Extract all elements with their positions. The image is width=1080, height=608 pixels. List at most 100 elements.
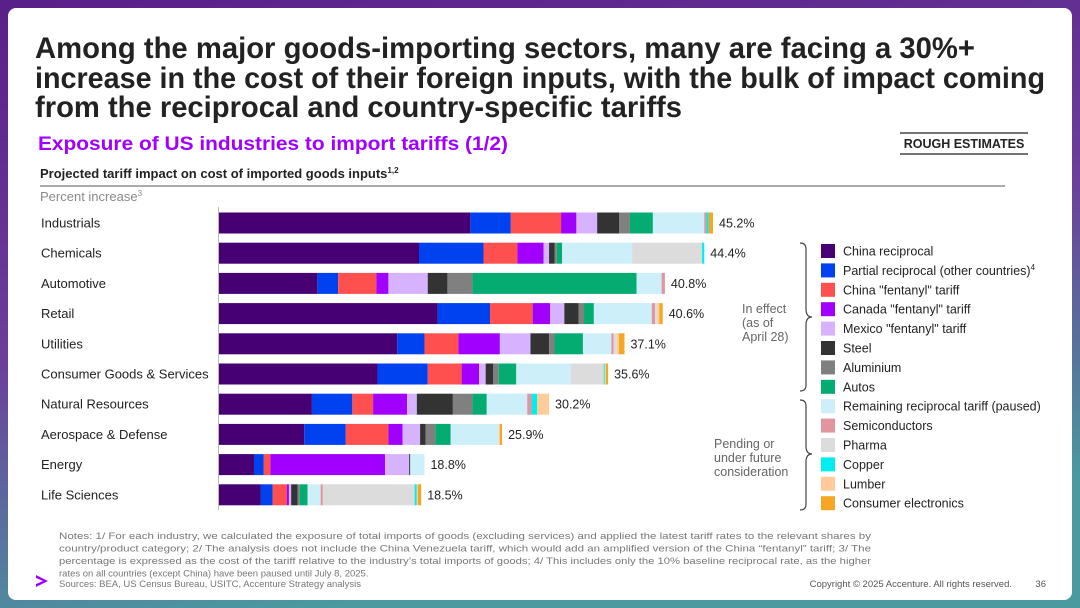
category-label: Chemicals [41,246,102,261]
bar-segment [597,212,620,234]
bar-segment [556,242,563,264]
group-label: April 28) [742,330,789,344]
bar-segment [651,303,656,325]
category-label: Industrials [41,216,101,231]
bar-segment [532,303,551,325]
bar-segment [472,272,637,294]
legend-swatch [821,263,835,278]
bar-segment [629,212,653,234]
bar-segment [345,423,389,445]
bar-segment [632,242,703,264]
total-label: 45.2% [719,217,754,231]
legend-text: Aluminium [843,361,901,375]
total-label: 40.6% [669,307,704,321]
page-number: 36 [1035,579,1046,590]
copyright: Copyright © 2025 Accenture. All rights r… [810,579,1012,590]
sources: Sources: BEA, US Census Bureau, USITC, A… [59,579,361,590]
bar-segment [564,303,579,325]
chart-subtitle: Percent increase3 [40,189,143,204]
bar-segment [272,484,287,506]
bar-segment [516,363,571,385]
total-label: 25.9% [508,428,543,442]
footnote: Notes: 1/ For each industry, we calculat… [59,531,871,542]
bar-segment [219,242,420,264]
chart-title: Projected tariff impact on cost of impor… [40,166,399,181]
legend-swatch [821,282,835,297]
group-label: consideration [714,465,788,479]
legend-text: Partial reciprocal (other countries) [843,264,1031,278]
group-label: In effect [742,302,787,316]
bar-segment [619,333,625,355]
bar-segment [322,484,415,506]
bar-segment [479,363,486,385]
bar-segment [493,363,499,385]
total-label: 35.6% [614,368,649,382]
legend-label: Lumber [843,477,885,491]
bar-segment [435,423,451,445]
bar-segment [576,212,598,234]
legend-swatch [821,321,835,336]
bar-segment [517,242,544,264]
bar-segment [406,393,417,415]
legend-label: Copper [843,458,884,472]
bar-segment [425,423,436,445]
headline: from the reciprocal and country-specific… [35,91,682,124]
total-label: 37.1% [630,337,665,351]
legend-label: Mexico "fentanyl" tariff [843,322,967,336]
category-label: Consumer Goods & Services [41,367,209,382]
bar-segment [655,303,658,325]
legend-swatch [821,379,835,394]
bar-segment [373,393,407,415]
legend-swatch [821,302,835,317]
bar-segment [510,212,562,234]
category-label: Utilities [41,336,83,351]
bar-segment [561,212,577,234]
bar-segment [424,333,459,355]
bar-segment [304,423,346,445]
bar-segment [616,333,620,355]
bar-segment [450,423,499,445]
bar-segment [611,333,614,355]
footnote-ref: 3 [138,189,143,198]
legend-swatch [821,399,835,414]
bar-segment [472,393,487,415]
legend-text: Steel [843,342,872,356]
bar-segment [299,484,308,506]
bar-segment [377,363,428,385]
total-label: 44.4% [710,247,745,261]
bar-segment [593,303,652,325]
legend-text: Mexico "fentanyl" tariff [843,322,967,336]
legend-label: Partial reciprocal (other countries)4 [843,263,1036,278]
footnote: rates on all countries (except China) ha… [59,569,368,580]
category-label: Life Sciences [41,487,119,502]
bar-segment [498,363,517,385]
bar-segment [582,333,612,355]
bar-segment [490,303,533,325]
legend-swatch [821,341,835,355]
bar-segment [409,454,411,476]
category-label: Aerospace & Defense [41,427,167,442]
badge: ROUGH ESTIMATES [904,137,1025,151]
bar-segment [376,272,389,294]
bar-segment [486,393,528,415]
bar-segment [704,212,707,234]
legend-swatch [821,438,835,452]
bar-segment [613,333,617,355]
legend-swatch [821,418,835,433]
bar-segment [499,423,503,445]
bar-segment [657,303,660,325]
bar-segment [219,454,254,476]
bar-segment [661,272,665,294]
total-label: 30.2% [555,398,590,412]
group-label: (as of [742,316,774,330]
bar-segment [270,454,386,476]
bar-segment [537,393,550,415]
footnote: country/product category; 2/ The analysi… [59,544,871,555]
bar-segment [288,484,292,506]
bar-segment [260,484,273,506]
legend-text: Lumber [843,477,885,491]
bar-segment [219,484,261,506]
headline: Among the major goods-importing sectors,… [35,32,975,65]
bar-segment [388,272,428,294]
logo [36,575,48,587]
